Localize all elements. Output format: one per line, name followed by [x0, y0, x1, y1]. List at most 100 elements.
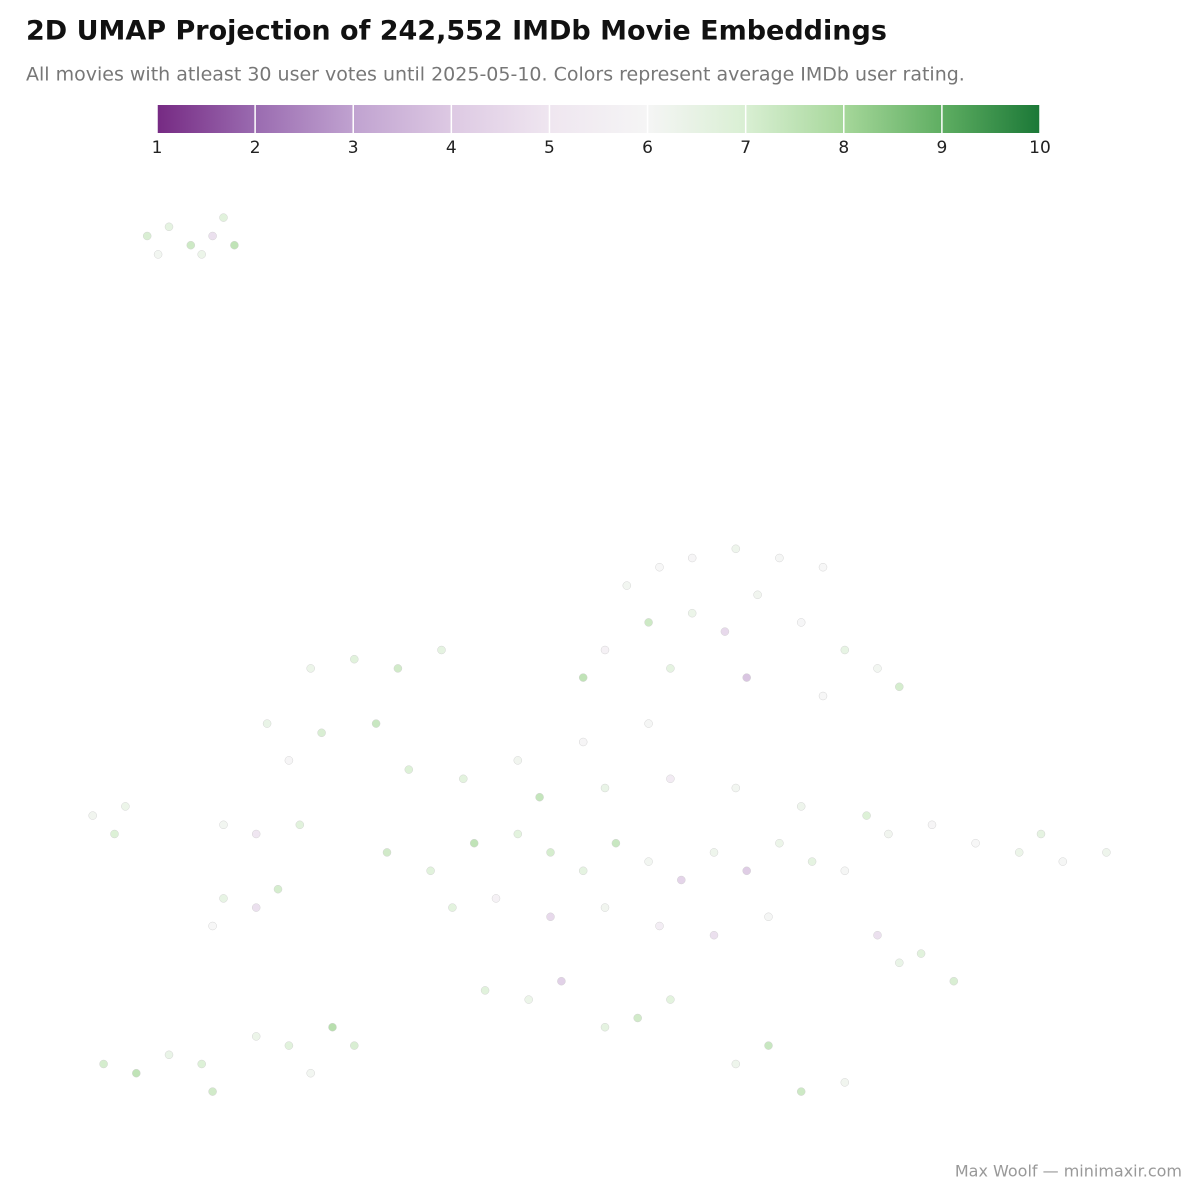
- point: [197, 250, 206, 259]
- point: [557, 977, 566, 986]
- colorbar-tick-label: 1: [152, 138, 163, 158]
- point: [622, 581, 631, 590]
- point: [688, 553, 697, 563]
- point: [350, 1041, 359, 1050]
- point: [491, 894, 501, 903]
- point: [219, 894, 228, 903]
- point: [350, 655, 359, 664]
- point: [807, 857, 817, 866]
- point: [437, 645, 446, 655]
- point: [688, 609, 697, 618]
- point: [731, 544, 740, 553]
- point: [252, 829, 261, 839]
- point: [470, 839, 479, 848]
- point: [513, 756, 522, 765]
- point: [1015, 848, 1024, 857]
- point: [840, 866, 849, 875]
- point: [884, 829, 893, 839]
- point: [644, 719, 653, 728]
- point: [895, 682, 904, 691]
- colorbar-tick-label: 3: [348, 138, 359, 158]
- point: [742, 866, 751, 875]
- colorbar-tick-label: 10: [1029, 138, 1051, 158]
- point: [666, 995, 675, 1004]
- point: [208, 1087, 217, 1096]
- point: [600, 783, 610, 793]
- point: [262, 719, 272, 728]
- point: [284, 756, 294, 765]
- colorbar-tick-label: 9: [936, 138, 947, 158]
- point: [873, 664, 882, 673]
- point: [633, 1013, 642, 1023]
- point: [677, 875, 686, 885]
- point: [840, 1078, 849, 1087]
- point: [818, 691, 828, 701]
- point: [1058, 857, 1068, 866]
- point: [219, 213, 228, 222]
- point: [579, 866, 588, 875]
- point: [862, 811, 871, 820]
- point: [393, 664, 403, 673]
- point: [252, 903, 261, 912]
- point: [655, 563, 664, 572]
- colorbar: [157, 105, 1040, 133]
- point: [775, 553, 784, 563]
- point: [644, 618, 653, 627]
- point: [709, 931, 719, 940]
- point: [797, 1087, 806, 1096]
- point: [197, 1059, 206, 1069]
- point: [579, 673, 588, 682]
- point: [219, 820, 228, 829]
- point: [459, 774, 468, 783]
- point: [186, 240, 196, 250]
- point: [949, 977, 958, 986]
- point: [426, 866, 435, 875]
- chart-subtitle: All movies with atleast 30 user votes un…: [26, 64, 965, 86]
- point: [121, 802, 130, 811]
- point: [230, 240, 239, 250]
- point: [99, 1059, 108, 1069]
- point: [513, 829, 522, 839]
- point: [600, 903, 610, 912]
- caption: Max Woolf — minimaxir.com: [955, 1162, 1182, 1181]
- colorbar-tick-label: 6: [642, 138, 653, 158]
- point: [1102, 848, 1111, 857]
- point: [208, 231, 217, 241]
- colorbar-tick-label: 2: [250, 138, 261, 158]
- point: [600, 1022, 610, 1032]
- point: [753, 590, 762, 599]
- colorbar-tick-label: 5: [544, 138, 555, 158]
- point: [742, 673, 751, 682]
- point: [764, 1041, 773, 1050]
- colorbar-tick-label: 8: [838, 138, 849, 158]
- point: [306, 1068, 315, 1078]
- point: [524, 995, 533, 1004]
- point: [382, 848, 392, 857]
- point: [655, 921, 664, 931]
- point: [644, 857, 653, 866]
- point: [764, 912, 773, 921]
- point: [797, 802, 806, 811]
- point: [164, 222, 174, 232]
- point: [164, 1050, 174, 1060]
- point: [579, 737, 588, 747]
- point: [611, 839, 621, 848]
- point: [666, 664, 675, 673]
- point: [1036, 829, 1046, 839]
- point: [110, 829, 119, 839]
- point: [284, 1041, 294, 1050]
- colorbar-tick-label: 7: [740, 138, 751, 158]
- point: [448, 903, 457, 912]
- point: [927, 820, 937, 829]
- colorbar-tick-label: 4: [446, 138, 457, 158]
- point: [295, 820, 304, 829]
- point: [873, 931, 882, 940]
- point: [916, 949, 926, 958]
- point: [731, 1059, 740, 1069]
- point: [480, 986, 490, 995]
- point: [840, 645, 849, 655]
- point: [546, 912, 555, 921]
- point: [142, 231, 152, 241]
- point: [546, 848, 555, 857]
